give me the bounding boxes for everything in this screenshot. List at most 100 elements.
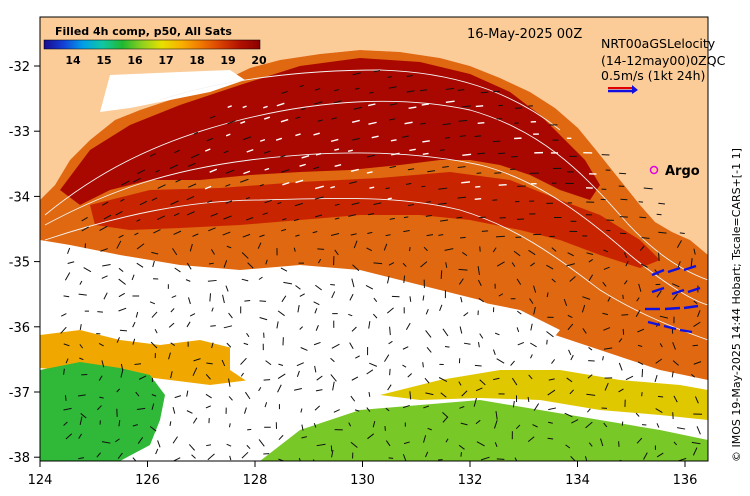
- current-arrow: [221, 359, 226, 367]
- current-arrow: [496, 358, 505, 364]
- current-arrow: [637, 361, 644, 365]
- current-arrow: [618, 388, 624, 393]
- current-arrow: [263, 379, 271, 381]
- current-arrow: [277, 310, 285, 317]
- current-arrow: [349, 342, 354, 349]
- current-arrow: [565, 444, 571, 449]
- current-arrow: [516, 327, 520, 333]
- current-arrow: [187, 162, 196, 167]
- current-arrow: [133, 177, 141, 183]
- current-arrow: [367, 433, 375, 440]
- current-arrow: [330, 138, 339, 143]
- current-arrow: [137, 169, 146, 175]
- current-arrow: [134, 363, 142, 366]
- current-arrow: [475, 387, 483, 392]
- current-arrow: [516, 278, 522, 285]
- current-arrow: [351, 376, 359, 381]
- current-arrow: [474, 197, 482, 200]
- current-arrow: [351, 326, 357, 332]
- current-arrow: [477, 266, 480, 276]
- current-arrow: [258, 386, 262, 392]
- current-arrow: [406, 90, 415, 93]
- current-arrow: [225, 200, 233, 204]
- current-arrow: [438, 377, 448, 382]
- y-tick-label: -32: [9, 60, 30, 75]
- current-arrow: [672, 293, 678, 301]
- current-arrow: [409, 391, 412, 400]
- current-arrow: [672, 283, 680, 288]
- argo-marker: [649, 165, 659, 175]
- current-arrow: [134, 232, 139, 236]
- current-arrow: [373, 297, 378, 303]
- current-arrow: [546, 331, 554, 338]
- current-arrow: [313, 132, 320, 136]
- current-arrow: [157, 440, 161, 448]
- current-arrow: [567, 252, 574, 257]
- current-arrow: [624, 280, 628, 285]
- current-arrow: [312, 230, 318, 234]
- current-arrow: [658, 202, 665, 205]
- current-arrow: [65, 433, 73, 440]
- current-arrow: [245, 196, 251, 200]
- current-arrow: [120, 363, 124, 371]
- current-arrow: [155, 169, 160, 173]
- current-arrow: [63, 421, 68, 426]
- current-arrow: [636, 437, 643, 444]
- current-arrow: [426, 346, 432, 353]
- current-arrow: [625, 375, 634, 381]
- current-arrow: [442, 411, 449, 418]
- current-arrow: [389, 165, 396, 169]
- current-arrow: [366, 369, 374, 375]
- current-arrow: [602, 356, 604, 361]
- current-arrow: [387, 384, 392, 391]
- current-arrow: [477, 122, 485, 125]
- current-arrow: [533, 306, 536, 315]
- current-arrow: [425, 451, 429, 458]
- current-arrow: [462, 252, 468, 257]
- current-arrow: [315, 389, 323, 392]
- current-arrow: [349, 181, 358, 184]
- current-arrow: [331, 449, 334, 458]
- current-arrow: [673, 441, 678, 446]
- current-arrow: [588, 347, 593, 351]
- current-arrow: [547, 389, 556, 396]
- current-arrow: [673, 395, 678, 403]
- current-arrow: [63, 368, 65, 375]
- current-arrow: [64, 272, 71, 281]
- current-arrow: [385, 187, 390, 190]
- current-arrow: [244, 407, 247, 414]
- current-arrow: [582, 328, 587, 334]
- velocity-title: NRT00aGSLelocity: [601, 36, 716, 51]
- current-arrow: [209, 293, 212, 302]
- current-arrow: [636, 297, 640, 302]
- current-arrow: [81, 217, 88, 222]
- y-tick-label: -34: [9, 190, 30, 205]
- current-arrow: [350, 395, 356, 402]
- current-arrow: [422, 152, 429, 155]
- current-arrow: [60, 326, 67, 334]
- current-arrow: [528, 249, 536, 256]
- current-arrow: [458, 381, 462, 386]
- current-arrow: [223, 325, 233, 329]
- current-arrow: [618, 362, 623, 371]
- current-arrow: [586, 393, 596, 396]
- colorbar-tick-label: 14: [65, 54, 81, 67]
- x-tick-label: 130: [350, 473, 375, 488]
- current-arrow: [655, 358, 663, 364]
- scale-arrow: [608, 85, 638, 94]
- current-arrow: [278, 363, 284, 366]
- current-arrow: [294, 388, 302, 391]
- current-arrow: [228, 423, 231, 428]
- current-arrow: [493, 420, 498, 429]
- current-arrow: [353, 106, 363, 110]
- current-arrow: [625, 260, 629, 267]
- current-arrow: [149, 426, 157, 432]
- current-arrow: [192, 233, 199, 237]
- current-arrow: [425, 309, 429, 315]
- bathymetry-contours: [44, 69, 708, 341]
- current-arrow: [352, 137, 360, 141]
- current-arrow: [462, 153, 472, 156]
- current-arrow: [227, 105, 232, 109]
- current-arrow: [569, 276, 576, 282]
- current-arrow: [186, 211, 195, 216]
